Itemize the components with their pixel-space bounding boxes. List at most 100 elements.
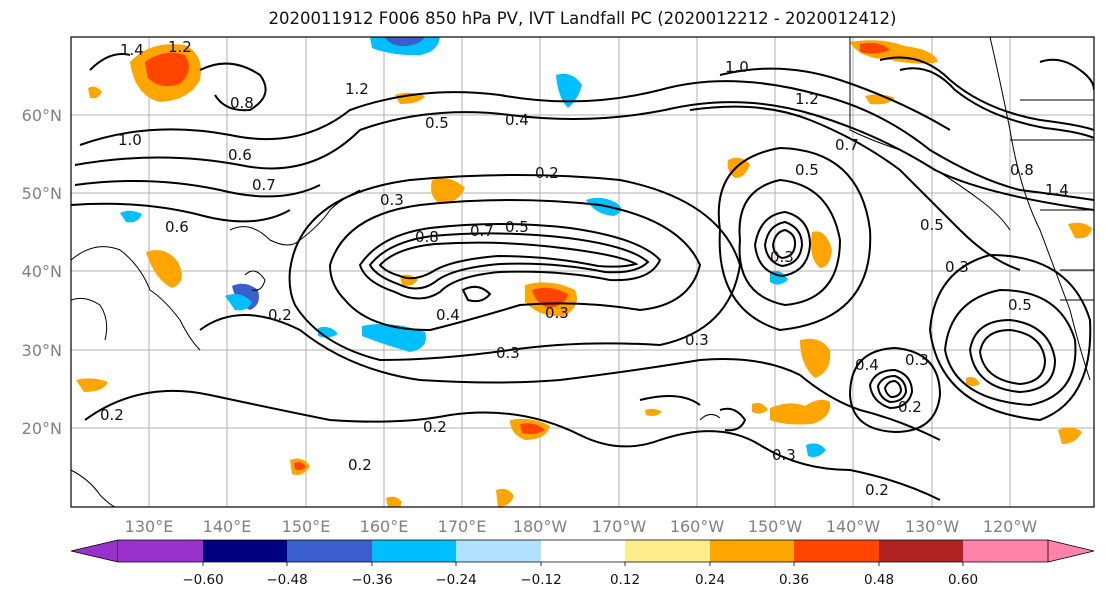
colorbar-segment [879, 540, 963, 562]
lon-label-140e: 140°E [203, 517, 252, 536]
lon-label-170w: 170°W [592, 517, 647, 536]
lon-label-120w: 120°W [983, 517, 1038, 536]
negative-pv-patch [385, 37, 425, 47]
contour-label: 0.7 [252, 176, 276, 194]
contour-label: 0.5 [425, 114, 449, 132]
colorbar-segment [456, 540, 541, 562]
contour-label: 0.5 [795, 161, 819, 179]
contour-label: 0.6 [228, 146, 252, 164]
lat-label-40n: 40°N [22, 262, 62, 281]
contour-label: 1.2 [795, 90, 819, 108]
colorbar-tick-label: −0.36 [351, 572, 392, 588]
contour-label: 1.4 [1045, 181, 1069, 199]
lon-label-160e: 160°E [360, 517, 409, 536]
colorbar-tick-label: −0.60 [182, 572, 223, 588]
contour-label: 0.7 [835, 136, 859, 154]
colorbar-extend-low [70, 539, 119, 563]
contour-label: 0.6 [165, 218, 189, 236]
contour-label: 0.3 [772, 446, 796, 464]
contour-label: 1.0 [118, 131, 142, 149]
contour-label: 0.2 [100, 406, 124, 424]
latitude-labels: 60°N 50°N 40°N 30°N 20°N [22, 106, 62, 438]
negative-pv-patch [556, 73, 582, 108]
positive-pv-patch [811, 231, 832, 268]
contour-label: 0.2 [268, 306, 292, 324]
colorbar-tick-label: 0.60 [948, 572, 978, 588]
colorbar-tick-label: 0.48 [864, 572, 894, 588]
contour-label: 0.3 [380, 191, 404, 209]
negative-pv-patch [586, 197, 622, 216]
contour-label: 0.5 [1008, 296, 1032, 314]
lon-label-140w: 140°W [826, 517, 881, 536]
contour-label: 1.2 [345, 80, 369, 98]
positive-pv-patch [520, 423, 545, 434]
positive-pv-patch [770, 399, 831, 425]
coastlines [71, 37, 1094, 507]
colorbar-tick-label: −0.24 [435, 572, 476, 588]
contour-label: 0.5 [505, 218, 529, 236]
lat-label-20n: 20°N [22, 419, 62, 438]
positive-pv-patch [386, 496, 402, 507]
negative-pv-patch [806, 443, 826, 458]
contour-label: 0.8 [1010, 161, 1034, 179]
positive-pv-patch [966, 376, 980, 386]
colorbar-segment [625, 540, 710, 562]
colorbar-segment [794, 540, 879, 562]
lon-label-130e: 130°E [125, 517, 174, 536]
contour-label: 0.3 [945, 258, 969, 276]
lon-label-180w: 180°W [513, 517, 568, 536]
positive-pv-patch [88, 86, 102, 99]
positive-pv-patch [1068, 222, 1092, 239]
negative-pv-patch [225, 294, 252, 311]
lon-label-160w: 160°W [670, 517, 725, 536]
contour-label: 0.3 [496, 344, 520, 362]
pv-shading [76, 37, 1092, 507]
colorbar-tick-label: −0.12 [520, 572, 561, 588]
contour-label: 0.3 [685, 331, 709, 349]
colorbar-segment [963, 540, 1048, 562]
contour-label: 0.8 [230, 94, 254, 112]
lon-label-150e: 150°E [282, 517, 331, 536]
positive-pv-patch [752, 402, 768, 414]
negative-pv-patch [120, 210, 142, 223]
contour-label: 0.2 [898, 398, 922, 416]
positive-pv-patch [145, 52, 189, 86]
contour-label: 1.4 [120, 41, 144, 59]
lon-label-150w: 150°W [748, 517, 803, 536]
colorbar-tick-label: 0.12 [610, 572, 640, 588]
map-panel: 1.4 1.2 0.8 1.0 1.2 0.6 0.7 0.6 0.5 0.4 … [70, 36, 1095, 508]
positive-pv-patch [1058, 427, 1082, 444]
longitude-labels: 130°E 140°E 150°E 160°E 170°E 180°W 170°… [125, 517, 1038, 536]
colorbar-segment [541, 540, 625, 562]
contour-label: 0.2 [535, 164, 559, 182]
positive-pv-patch [294, 462, 306, 471]
map-title: 2020011912 F006 850 hPa PV, IVT Landfall… [268, 9, 897, 28]
colorbar-segment [372, 540, 456, 562]
positive-pv-patch [146, 249, 182, 288]
colorbar-extend-high [1047, 539, 1095, 563]
colorbar: −0.60 −0.48 −0.36 −0.24 −0.12 0.12 0.24 … [70, 539, 1095, 588]
contour-label: 0.4 [855, 356, 879, 374]
contour-label: 1.0 [725, 58, 749, 76]
contour-label: 0.5 [920, 216, 944, 234]
contour-labels: 1.4 1.2 0.8 1.0 1.2 0.6 0.7 0.6 0.5 0.4 … [100, 38, 1069, 499]
map-frame [70, 36, 1095, 508]
colorbar-ticks [202, 562, 964, 566]
contour-label: 0.3 [545, 304, 569, 322]
colorbar-tick-labels: −0.60 −0.48 −0.36 −0.24 −0.12 0.12 0.24 … [182, 572, 978, 588]
positive-pv-patch [727, 157, 750, 178]
contour-label: 0.2 [423, 418, 447, 436]
colorbar-segment [118, 540, 203, 562]
colorbar-tick-label: 0.24 [695, 572, 725, 588]
contour-label: 0.4 [436, 306, 460, 324]
colorbar-segment [710, 540, 794, 562]
colorbar-tick-label: 0.36 [779, 572, 809, 588]
lat-label-50n: 50°N [22, 184, 62, 203]
negative-pv-patch [362, 324, 426, 352]
contour-label: 0.7 [470, 222, 494, 240]
lat-label-60n: 60°N [22, 106, 62, 125]
contour-label: 0.8 [415, 228, 439, 246]
colorbar-segment [287, 540, 372, 562]
positive-pv-patch [645, 408, 662, 416]
